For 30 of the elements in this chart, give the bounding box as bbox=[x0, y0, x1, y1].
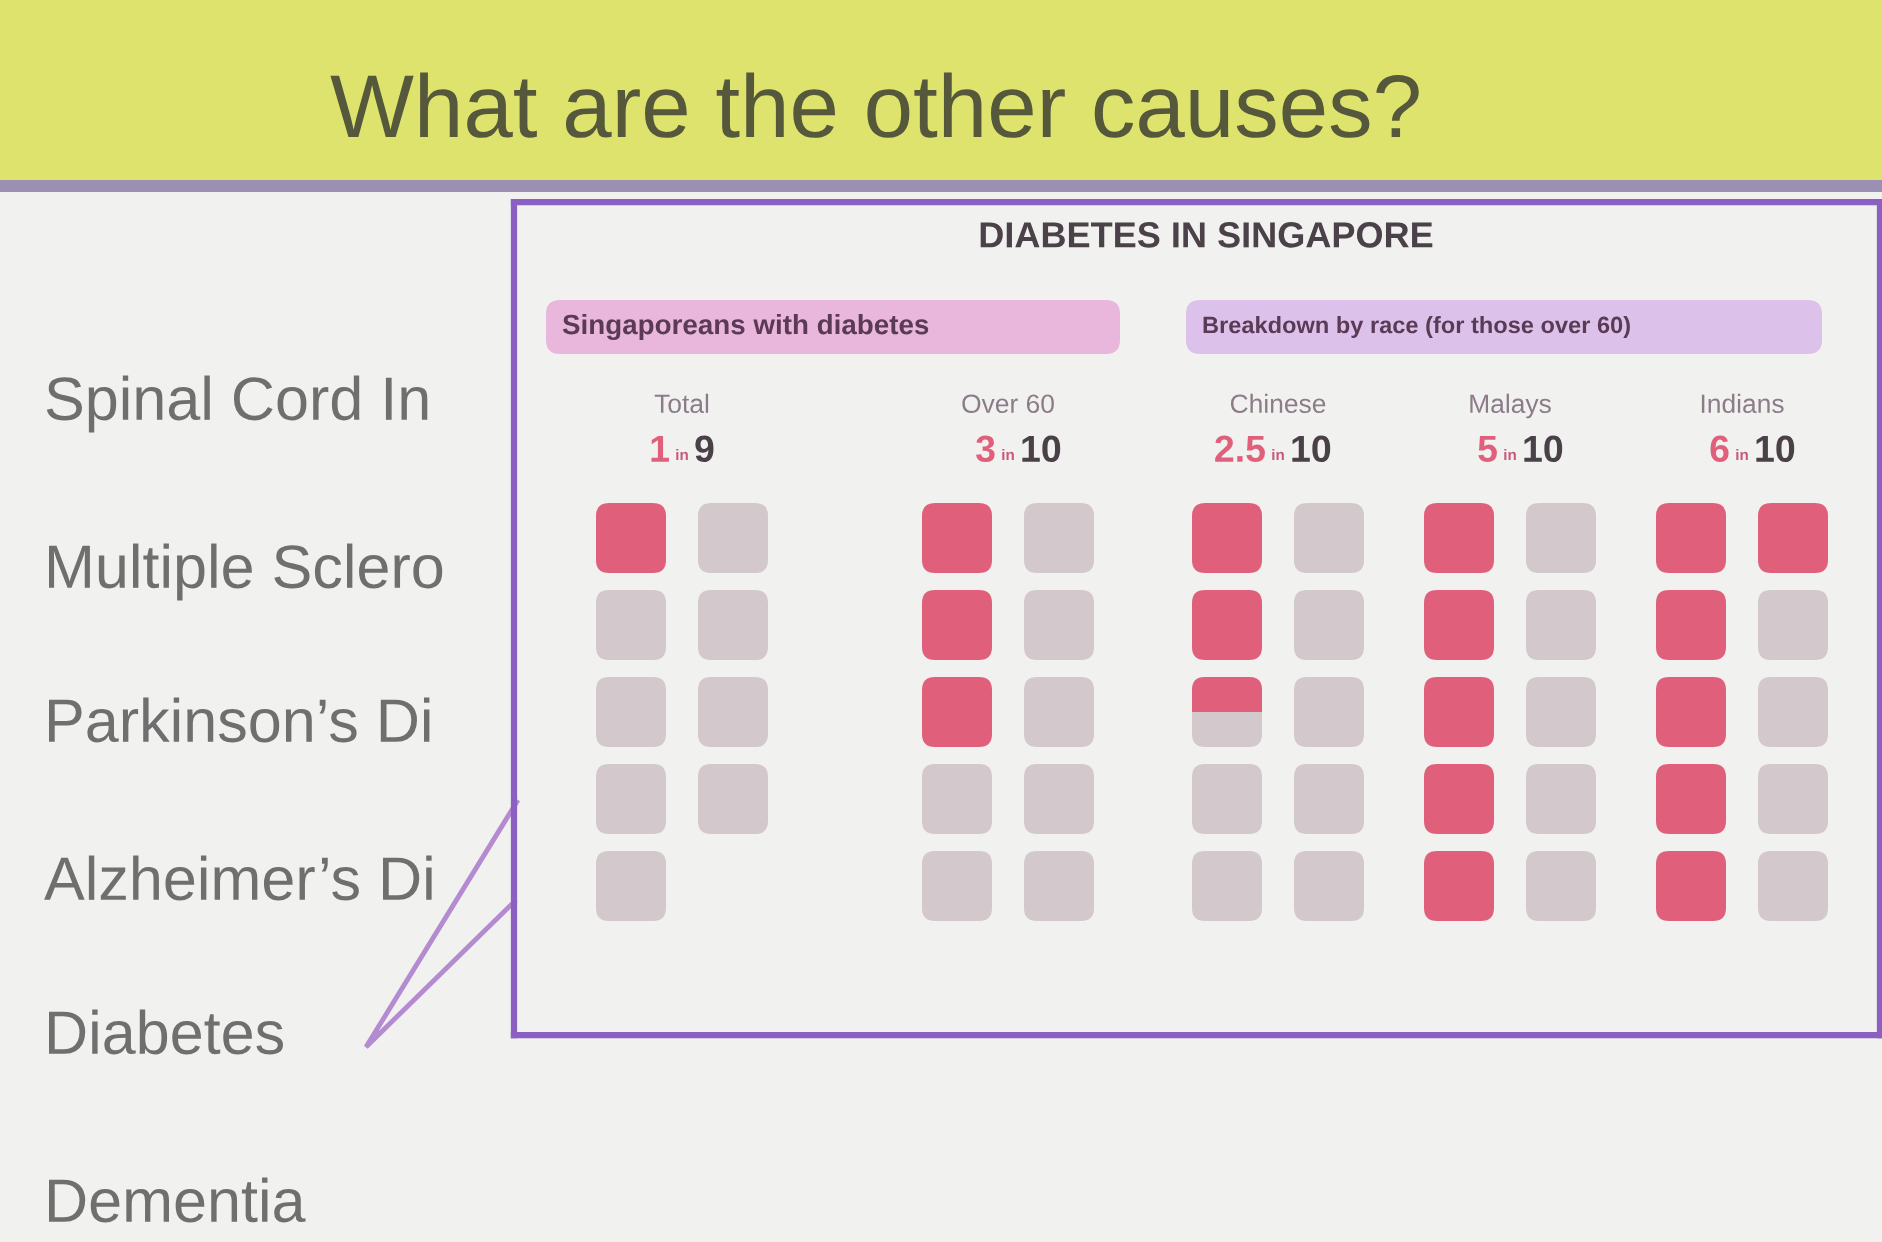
text: in bbox=[1002, 448, 1014, 460]
category-label: Total bbox=[654, 393, 709, 414]
data-label: 3 bbox=[976, 435, 995, 463]
category-label: Over 60 bbox=[962, 394, 1054, 414]
data-label: 2.5 bbox=[1215, 435, 1265, 463]
text: Dementia bbox=[49, 1177, 306, 1223]
data-label: 10 bbox=[1756, 435, 1795, 463]
data-label: 10 bbox=[1022, 435, 1061, 463]
category-label: Indians bbox=[1701, 393, 1784, 414]
text: Parkinson’s Di bbox=[49, 697, 430, 743]
category-label: Chinese bbox=[1230, 393, 1326, 414]
text: in bbox=[1272, 448, 1284, 460]
data-label: 9 bbox=[695, 435, 714, 463]
data-label: 6 bbox=[1710, 435, 1729, 463]
text: in bbox=[676, 448, 688, 460]
text: Singaporeans with diabetes bbox=[562, 313, 929, 341]
text: Breakdown by race (for those over 60) bbox=[1203, 316, 1630, 339]
text: in bbox=[1504, 448, 1516, 460]
data-label: 10 bbox=[1292, 435, 1331, 463]
category-label: Malays bbox=[1470, 393, 1551, 419]
data-label: 10 bbox=[1524, 435, 1563, 463]
text: Alzheimer’s Di bbox=[44, 855, 432, 901]
text: Spinal Cord In bbox=[46, 375, 428, 433]
data-label: 5 bbox=[1478, 435, 1497, 463]
text: Multiple Sclero bbox=[49, 543, 443, 601]
text: DIABETES IN SINGAPORE bbox=[980, 222, 1433, 248]
text: in bbox=[1736, 448, 1748, 460]
text: What are the other causes? bbox=[330, 72, 1419, 138]
text: Diabetes bbox=[49, 1009, 283, 1055]
data-label: 1 bbox=[651, 435, 669, 462]
